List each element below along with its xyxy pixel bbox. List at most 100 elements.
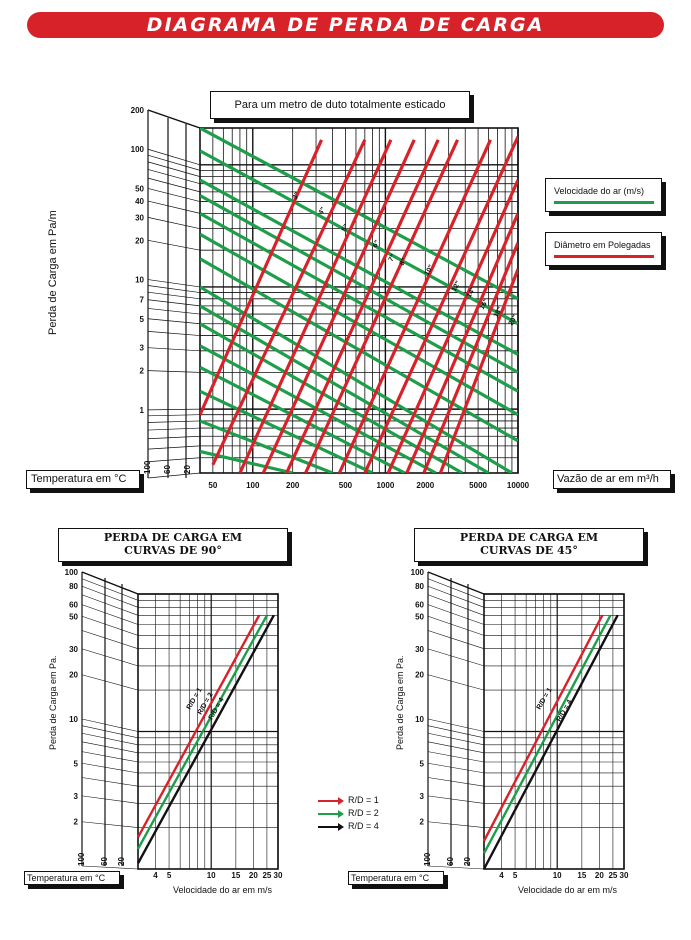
main-y-tick: 7 bbox=[140, 296, 145, 305]
chart45-perspective-line bbox=[427, 821, 485, 828]
chart90-title-line1: PERDA DE CARGA EM bbox=[103, 531, 243, 544]
main-perspective-line bbox=[147, 161, 201, 177]
main-y-tick: 20 bbox=[135, 236, 144, 245]
chart45-x-tick: 5 bbox=[513, 871, 518, 880]
chart90-temperature-tick: 60 bbox=[100, 857, 109, 866]
main-perspective-line bbox=[147, 457, 201, 463]
chart45-perspective-line bbox=[427, 741, 485, 754]
page-title: DIAGRAMA DE PERDA DE CARGA bbox=[146, 14, 545, 36]
chart90-ylabel: Perda de Carga em Pa. bbox=[48, 655, 58, 750]
chart90-title-box: PERDA DE CARGA EM CURVAS DE 90° bbox=[58, 528, 288, 562]
main-y-tick: 5 bbox=[140, 315, 145, 324]
diameter-label: 3" bbox=[292, 191, 302, 201]
diameter-line-18 bbox=[422, 242, 518, 473]
chart90-x-tick: 30 bbox=[274, 871, 283, 880]
diameter-line-6 bbox=[261, 139, 416, 473]
chart90-perspective-line bbox=[81, 674, 139, 691]
chart90-y-tick: 30 bbox=[69, 645, 78, 654]
chart45-perspective-line bbox=[427, 777, 485, 787]
diameter-label: 5" bbox=[341, 223, 351, 233]
chart90-grid bbox=[81, 571, 279, 870]
main-panel-top bbox=[147, 109, 201, 129]
diameter-line-8 bbox=[304, 139, 459, 473]
diameter-line-20 bbox=[438, 268, 518, 473]
chart45-series-RD1 bbox=[482, 614, 604, 842]
rd-legend: R/D = 1 R/D = 2 R/D = 4 bbox=[318, 795, 408, 837]
chart90-perspective-line bbox=[81, 594, 139, 616]
chart45-x-tick: 15 bbox=[577, 871, 586, 880]
main-xlabel-box: Vazão de ar em m³/h bbox=[553, 470, 671, 489]
main-perspective-line bbox=[147, 279, 201, 288]
chart45-perspective-line bbox=[427, 615, 485, 636]
legend-diameter-swatch bbox=[554, 255, 654, 258]
chart45-grid bbox=[427, 571, 625, 870]
chart90-perspective-line bbox=[81, 615, 139, 636]
chart90-temperature-tick: 20 bbox=[117, 857, 126, 866]
chart45-perspective-line bbox=[427, 648, 485, 667]
page-title-banner: DIAGRAMA DE PERDA DE CARGA bbox=[27, 12, 664, 38]
chart45-perspective-line bbox=[427, 578, 485, 601]
chart45-y-tick: 20 bbox=[415, 671, 424, 680]
main-y-tick: 30 bbox=[135, 213, 144, 222]
main-xlabel: Vazão de ar em m³/h bbox=[557, 473, 659, 485]
main-perspective-line bbox=[147, 291, 201, 300]
diameter-label: 8" bbox=[399, 257, 409, 267]
main-x-tick: 1000 bbox=[376, 481, 394, 490]
velocity-line-16 bbox=[200, 211, 518, 393]
chart90-perspective-line bbox=[81, 865, 139, 870]
main-perspective-line bbox=[147, 217, 201, 229]
velocity-line-14 bbox=[200, 232, 518, 417]
chart90-frame bbox=[137, 593, 279, 870]
chart45-frame bbox=[483, 593, 625, 870]
main-y-tick: 2 bbox=[140, 367, 145, 376]
diameter-label: 4" bbox=[318, 206, 328, 216]
chart90-y-tick: 10 bbox=[69, 715, 78, 724]
chart90-y-tick: 5 bbox=[74, 759, 79, 768]
main-temperature-label: Temperatura em °C bbox=[31, 473, 127, 485]
diameter-label: 6" bbox=[372, 239, 382, 249]
diameter-label: 18" bbox=[493, 306, 505, 319]
rd-legend-1: R/D = 1 bbox=[348, 795, 379, 805]
chart90-y-tick: 3 bbox=[74, 792, 79, 801]
chart90-temperature-label: Temperatura em °C bbox=[27, 873, 106, 883]
chart90-perspective-line bbox=[81, 732, 139, 746]
main-perspective-line bbox=[147, 285, 201, 293]
legend-diameter: Diâmetro em Polegadas bbox=[545, 232, 662, 266]
main-perspective-line bbox=[147, 420, 201, 423]
chart45-y-tick: 2 bbox=[420, 818, 425, 827]
main-perspective-line bbox=[147, 445, 201, 450]
main-temperature-tick: 20 bbox=[183, 465, 192, 474]
main-perspective-line bbox=[147, 408, 201, 411]
chart90-panel-top bbox=[81, 571, 139, 595]
chart45-y-tick: 80 bbox=[415, 582, 424, 591]
chart45-temperature-box: Temperatura em °C bbox=[348, 871, 444, 885]
chart90-x-tick: 4 bbox=[153, 871, 158, 880]
chart45-y-tick: 60 bbox=[415, 601, 424, 610]
chart45-perspective-line bbox=[427, 674, 485, 691]
chart90-x-tick: 20 bbox=[249, 871, 258, 880]
velocity-line-10 bbox=[200, 285, 513, 473]
chart45-temperature-tick: 100 bbox=[423, 852, 432, 866]
main-perspective-line bbox=[147, 239, 201, 251]
chart90-perspective-line bbox=[81, 604, 139, 625]
chart45-panel-top bbox=[427, 571, 485, 595]
legend-velocity: Velocidade do ar (m/s) bbox=[545, 178, 662, 212]
chart90-perspective-line bbox=[81, 578, 139, 601]
main-chart-header-text: Para um metro de duto totalmente esticad… bbox=[234, 99, 446, 111]
main-perspective-line bbox=[147, 299, 201, 307]
chart90-x-tick: 25 bbox=[262, 871, 271, 880]
chart45-perspective-line bbox=[427, 725, 485, 739]
chart90-perspective-line bbox=[81, 821, 139, 828]
chart45-temperature-label: Temperatura em °C bbox=[351, 873, 430, 883]
chart90-y-tick: 50 bbox=[69, 612, 78, 621]
chart45-ylabel: Perda de Carga em Pa. bbox=[395, 655, 405, 750]
chart90-y-tick: 100 bbox=[65, 568, 79, 577]
chart45-x-tick: 4 bbox=[499, 871, 504, 880]
chart90-xlabel: Velocidade do ar em m/s bbox=[173, 885, 273, 895]
main-chart-ylabel: Perda de Carga em Pa/m bbox=[47, 210, 59, 335]
legend-velocity-label: Velocidade do ar (m/s) bbox=[554, 186, 645, 196]
main-perspective-line bbox=[147, 331, 201, 336]
main-x-tick: 50 bbox=[208, 481, 217, 490]
chart90-perspective-line bbox=[81, 795, 139, 804]
